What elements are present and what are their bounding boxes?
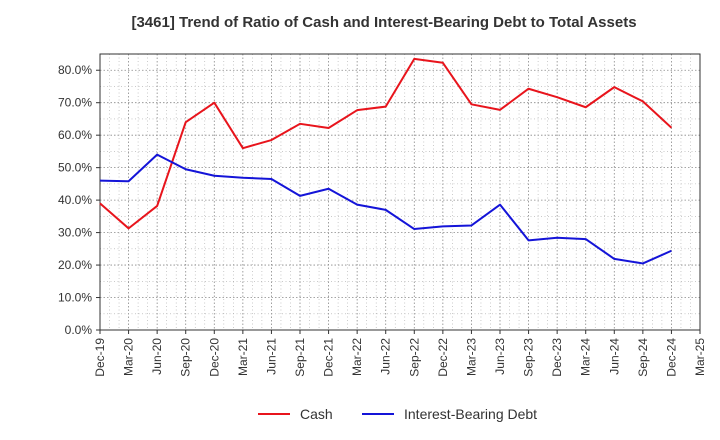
x-tick-label: Dec-22 — [436, 338, 450, 377]
x-tick-label: Jun-24 — [607, 338, 621, 375]
x-tick-label: Mar-22 — [350, 338, 364, 376]
y-tick-label: 60.0% — [58, 128, 92, 142]
plot-area: 0.0% 10.0% 20.0% 30.0% 40.0% 50.0% 60.0% 70.0% 8… — [58, 53, 707, 377]
x-tick-label: Dec-19 — [93, 338, 107, 377]
x-tick-label: Jun-20 — [150, 338, 164, 375]
x-tick-label: Dec-20 — [207, 338, 221, 377]
y-tick-label: 50.0% — [58, 161, 92, 175]
y-tick-label: 80.0% — [58, 63, 92, 77]
y-tick-label: 30.0% — [58, 226, 92, 240]
legend-label-0: Cash — [300, 406, 333, 422]
x-tick-label: Sep-22 — [407, 338, 421, 377]
series-line-0 — [99, 57, 673, 230]
x-tick-label: Dec-21 — [322, 338, 336, 377]
x-tick-label: Mar-25 — [693, 338, 707, 376]
legend: Cash Interest-Bearing Debt — [258, 406, 537, 422]
y-tick-label: 10.0% — [58, 291, 92, 305]
chart-title: [3461] Trend of Ratio of Cash and Intere… — [131, 14, 636, 31]
x-tick-label: Jun-23 — [493, 338, 507, 375]
x-tick-label: Mar-24 — [579, 338, 593, 376]
legend-label-1: Interest-Bearing Debt — [404, 406, 537, 422]
x-tick-label: Jun-22 — [379, 338, 393, 375]
x-tick-label: Sep-20 — [179, 338, 193, 377]
x-tick-label: Mar-21 — [236, 338, 250, 376]
series-line-1 — [99, 153, 672, 265]
y-tick-label: 0.0% — [65, 323, 93, 337]
x-tick-label: Jun-21 — [264, 338, 278, 375]
y-tick-label: 70.0% — [58, 96, 92, 110]
x-tick-label: Sep-21 — [293, 338, 307, 377]
x-tick-label: Sep-23 — [522, 338, 536, 377]
x-tick-label: Sep-24 — [636, 338, 650, 377]
x-tick-label: Dec-23 — [550, 338, 564, 377]
plot-background — [100, 54, 700, 330]
y-tick-label: 20.0% — [58, 258, 92, 272]
x-tick-label: Mar-20 — [122, 338, 136, 376]
plot-frame — [99, 53, 701, 331]
x-tick-label: Mar-23 — [464, 338, 478, 376]
x-tick-label: Dec-24 — [664, 338, 678, 377]
y-tick-label: 40.0% — [58, 193, 92, 207]
